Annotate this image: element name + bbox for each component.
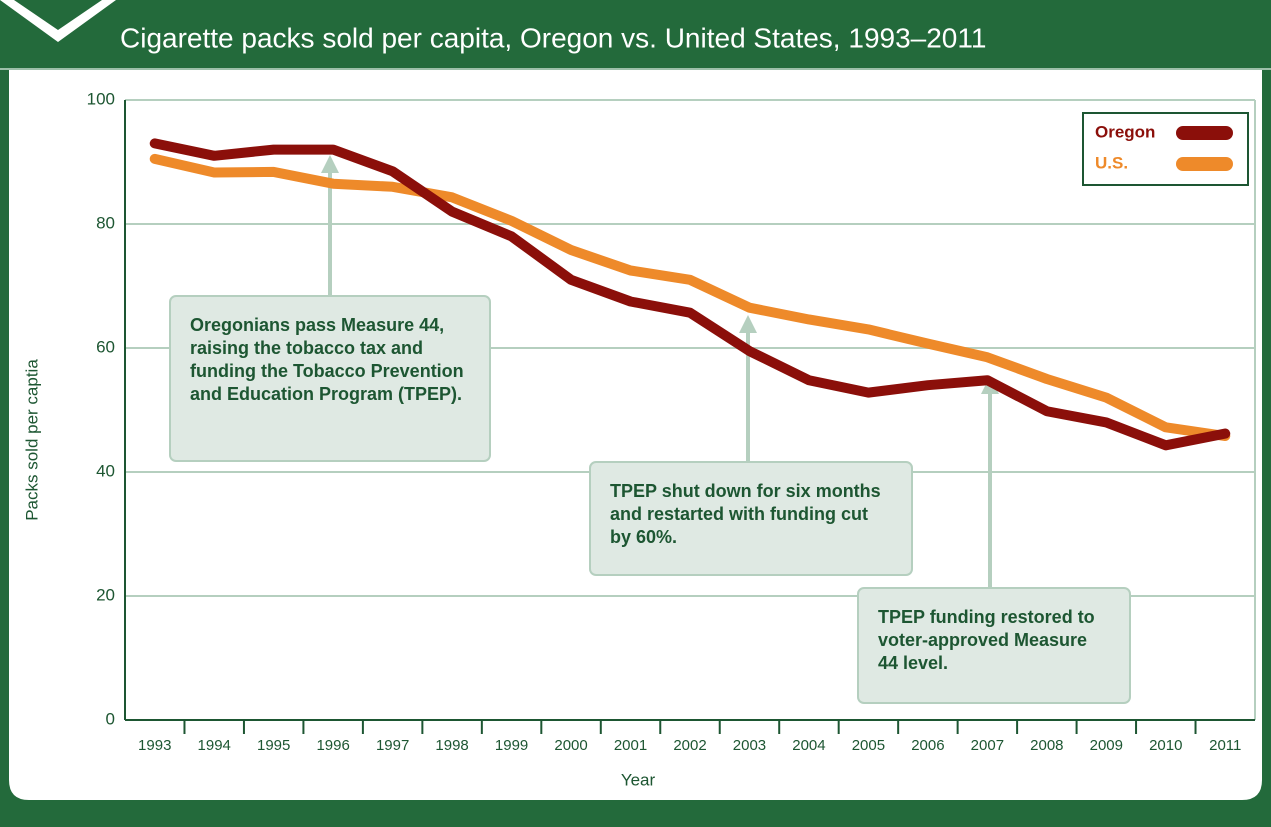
legend-box [1082, 112, 1249, 186]
x-tick-label: 1993 [138, 737, 171, 754]
x-tick-label: 2006 [911, 737, 944, 754]
x-tick-label: 2002 [673, 737, 706, 754]
annotation-box [857, 587, 1131, 704]
x-tick-label: 1997 [376, 737, 409, 754]
x-tick-label: 1999 [495, 737, 528, 754]
x-tick-label: 2011 [1209, 737, 1241, 754]
x-tick-label: 2000 [554, 737, 587, 754]
annotation-text: TPEP funding restored to voter-approved … [878, 607, 1095, 673]
x-tick-label: 2007 [971, 737, 1004, 754]
y-tick-label: 60 [96, 337, 115, 356]
x-tick-label: 1994 [198, 737, 231, 754]
x-tick-label: 2005 [852, 737, 885, 754]
x-tick-label: 1995 [257, 737, 290, 754]
x-tick-label: 1996 [316, 737, 349, 754]
chevron [0, 0, 116, 42]
legend-label: U.S. [1095, 153, 1128, 172]
annotation-text: TPEP shut down for six months and restar… [610, 481, 881, 547]
x-axis-label: Year [621, 770, 656, 789]
annotation-text: Oregonians pass Measure 44, raising the … [190, 315, 464, 404]
chart-title: Cigarette packs sold per capita, Oregon … [120, 22, 986, 53]
y-tick-label: 20 [96, 585, 115, 604]
series-line [149, 153, 1231, 442]
y-tick-label: 80 [96, 213, 115, 232]
annotation-arrowhead [739, 315, 757, 333]
x-tick-label: 2009 [1090, 737, 1123, 754]
series-line [149, 138, 1231, 451]
y-tick-label: 40 [96, 461, 115, 480]
x-tick-label: 2004 [792, 737, 825, 754]
legend-label: Oregon [1095, 122, 1155, 141]
x-tick-label: 2010 [1149, 737, 1182, 754]
annotation-box [589, 461, 913, 576]
annotation-arrowhead [321, 155, 339, 173]
x-tick-label: 2001 [614, 737, 647, 754]
x-tick-label: 2008 [1030, 737, 1063, 754]
x-tick-label: 2003 [733, 737, 766, 754]
y-axis-label: Packs sold per captia [22, 359, 41, 521]
y-tick-label: 0 [106, 709, 115, 728]
annotation-box [169, 295, 491, 462]
y-tick-label: 100 [87, 89, 115, 108]
x-tick-label: 1998 [435, 737, 468, 754]
